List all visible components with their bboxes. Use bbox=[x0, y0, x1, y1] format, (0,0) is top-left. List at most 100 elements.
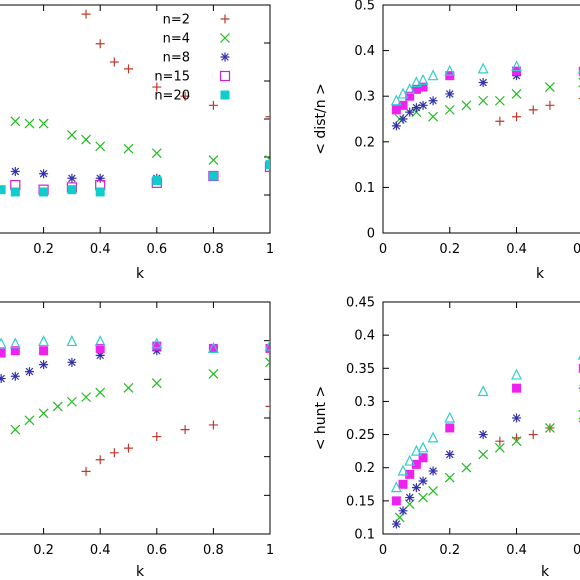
data-point bbox=[265, 112, 270, 122]
x-tick-label: 0.4 bbox=[90, 242, 111, 257]
data-point bbox=[208, 368, 219, 379]
legend-marker bbox=[220, 33, 230, 43]
chart-panel-2: 0 0.2 0.4 0.6 0 0.1 0.2 0.3 0.4 0.5 k < dist/n > bbox=[313, 0, 580, 282]
data-point bbox=[151, 378, 162, 389]
y-tick-label: 0.1 bbox=[354, 181, 375, 196]
data-point bbox=[66, 396, 77, 407]
data-point bbox=[95, 350, 105, 360]
data-point bbox=[411, 483, 421, 493]
data-point bbox=[578, 363, 580, 373]
data-point bbox=[418, 492, 428, 503]
data-points bbox=[390, 355, 580, 529]
data-point bbox=[24, 415, 35, 426]
data-point bbox=[123, 143, 134, 154]
data-point bbox=[477, 62, 489, 74]
data-point bbox=[512, 413, 522, 423]
plot-frame bbox=[382, 301, 580, 535]
data-point bbox=[10, 424, 21, 435]
data-point bbox=[10, 166, 20, 176]
x-axis-label: k bbox=[536, 266, 545, 282]
data-point bbox=[38, 335, 50, 347]
data-point bbox=[265, 357, 270, 368]
data-point bbox=[10, 371, 20, 381]
data-point bbox=[109, 448, 119, 458]
y-tick-label: 0.45 bbox=[346, 296, 375, 311]
data-point bbox=[67, 185, 77, 195]
data-point bbox=[39, 346, 49, 356]
data-point bbox=[66, 130, 77, 140]
data-point bbox=[495, 436, 505, 446]
data-point bbox=[390, 481, 402, 493]
chart-panel-4: 0 0.2 0.4 0.6 0.1 0.15 0.2 0.25 0.3 0.35 0.4 0.45 k <… bbox=[313, 296, 580, 580]
legend-label: n=4 bbox=[163, 32, 190, 47]
data-point bbox=[265, 343, 270, 353]
y-tick-label: 0.3 bbox=[354, 90, 375, 105]
data-point bbox=[405, 493, 415, 503]
x-tick-label: 0.6 bbox=[573, 543, 580, 558]
data-point bbox=[152, 82, 162, 92]
legend-marker bbox=[220, 90, 230, 100]
data-point bbox=[461, 462, 472, 473]
x-axis-label: k bbox=[136, 564, 145, 580]
chart-panel-3: 0.2 0.4 0.6 0.8 1 k bbox=[0, 301, 274, 580]
data-point bbox=[10, 346, 20, 356]
data-point bbox=[208, 171, 218, 181]
data-point bbox=[265, 160, 270, 170]
data-point bbox=[494, 442, 505, 453]
y-tick-label: 0.15 bbox=[346, 494, 375, 509]
data-point bbox=[398, 100, 408, 110]
data-point bbox=[405, 107, 415, 117]
data-point bbox=[418, 100, 428, 110]
data-point bbox=[152, 341, 162, 351]
data-point bbox=[512, 71, 522, 81]
data-points bbox=[0, 9, 270, 197]
data-point bbox=[478, 449, 489, 460]
data-point bbox=[478, 430, 488, 440]
data-point bbox=[38, 408, 49, 419]
x-tick-label: 1 bbox=[266, 242, 274, 257]
data-point bbox=[208, 155, 219, 165]
data-point bbox=[124, 64, 133, 74]
data-point bbox=[66, 335, 78, 347]
plot-frame bbox=[0, 301, 271, 535]
data-point bbox=[67, 173, 77, 183]
data-point bbox=[152, 176, 162, 186]
data-point bbox=[428, 111, 439, 122]
y-axis-label: < hunt > bbox=[313, 386, 329, 450]
data-point bbox=[411, 459, 421, 469]
data-point bbox=[405, 91, 415, 101]
data-point bbox=[10, 187, 20, 197]
data-point bbox=[528, 105, 538, 115]
x-tick-label: 0.6 bbox=[146, 242, 167, 257]
x-tick-label: 0.4 bbox=[506, 242, 527, 257]
data-point bbox=[445, 89, 455, 99]
legend-label: n=15 bbox=[154, 70, 190, 85]
x-tick-label: 0.8 bbox=[203, 543, 224, 558]
data-point bbox=[109, 57, 119, 67]
data-point bbox=[391, 121, 401, 131]
data-point bbox=[81, 9, 91, 19]
data-point bbox=[95, 39, 105, 49]
data-point bbox=[444, 104, 455, 115]
data-point bbox=[151, 337, 163, 349]
data-point bbox=[38, 118, 49, 129]
data-point bbox=[95, 173, 105, 183]
data-point bbox=[391, 496, 401, 506]
legend-marker bbox=[219, 70, 231, 82]
plot-frame bbox=[382, 4, 580, 234]
x-tick-label: 0.6 bbox=[146, 543, 167, 558]
legend-label: n=8 bbox=[163, 51, 190, 66]
data-point bbox=[478, 95, 489, 106]
x-tick-label: 0.8 bbox=[203, 242, 224, 257]
data-point bbox=[152, 346, 162, 356]
data-point bbox=[390, 94, 402, 106]
data-point bbox=[404, 83, 416, 94]
data-point bbox=[52, 401, 63, 412]
data-point bbox=[545, 100, 555, 110]
x-axis-label: k bbox=[541, 564, 550, 580]
data-point bbox=[428, 466, 438, 476]
data-point bbox=[208, 420, 218, 430]
data-point bbox=[428, 96, 438, 106]
data-point bbox=[405, 469, 415, 479]
legend-label: n=2 bbox=[163, 13, 190, 28]
